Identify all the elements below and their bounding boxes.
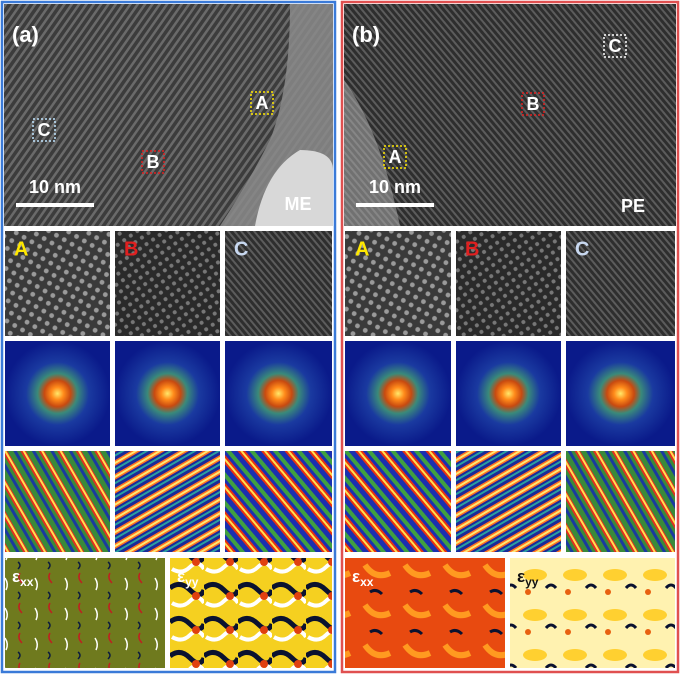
fft [115, 341, 220, 446]
crop [5, 231, 110, 336]
strain-yy [170, 558, 332, 668]
marker-label: C [38, 120, 51, 140]
strain-label: εyy [177, 567, 199, 589]
marker-box [603, 34, 627, 58]
subscript: yy [185, 575, 199, 589]
panel-label: (a) [12, 22, 39, 47]
strain-label: εxx [352, 567, 374, 589]
marker-box [383, 145, 407, 169]
strain-label: εyy [517, 567, 539, 589]
subscript: yy [525, 575, 539, 589]
strain-map [345, 451, 451, 552]
strain-map [5, 451, 110, 552]
panel-border [340, 0, 680, 674]
panel-border [0, 0, 337, 674]
scale-bar [16, 203, 94, 207]
scale-bar-label: 10 nm [369, 177, 421, 197]
vacuum-region [255, 150, 333, 226]
marker-box [521, 92, 545, 116]
symbol: ε [177, 567, 185, 586]
strain-yy [510, 558, 675, 668]
strain-xx [345, 558, 505, 668]
strain-map [566, 451, 675, 552]
subscript: xx [20, 575, 34, 589]
fft [225, 341, 332, 446]
symbol: ε [12, 567, 20, 586]
marker-box [141, 150, 165, 174]
crop [225, 231, 332, 336]
crop-label: A [14, 238, 28, 260]
scale-bar-label: 10 nm [29, 177, 81, 197]
marker-label: B [527, 94, 540, 114]
fft [566, 341, 675, 446]
subscript: xx [360, 575, 374, 589]
crop-label: C [575, 238, 589, 260]
crop-label: C [234, 238, 248, 260]
marker-box [250, 91, 274, 115]
panel-label: (b) [352, 22, 380, 47]
strain-map [115, 451, 220, 552]
crop [115, 231, 220, 336]
marker-label: A [256, 93, 269, 113]
crop-label: A [355, 238, 369, 260]
crop-label: B [465, 238, 479, 260]
strain-xx [5, 558, 165, 668]
crop [345, 231, 451, 336]
fft [456, 341, 561, 446]
fft [345, 341, 451, 446]
hrtem-image [344, 4, 676, 226]
strain-map [456, 451, 561, 552]
method-label: ME [285, 194, 312, 214]
scale-bar [356, 203, 434, 207]
crop-label: B [124, 238, 138, 260]
strain-map [225, 451, 332, 552]
crop [456, 231, 561, 336]
marker-box [32, 118, 56, 142]
amorphous-region [344, 80, 400, 226]
method-label: PE [621, 196, 645, 216]
symbol: ε [517, 567, 525, 586]
marker-label: C [609, 36, 622, 56]
symbol: ε [352, 567, 360, 586]
marker-label: A [389, 147, 402, 167]
fft [5, 341, 110, 446]
marker-label: B [147, 152, 160, 172]
crop [566, 231, 675, 336]
strain-label: εxx [12, 567, 34, 589]
